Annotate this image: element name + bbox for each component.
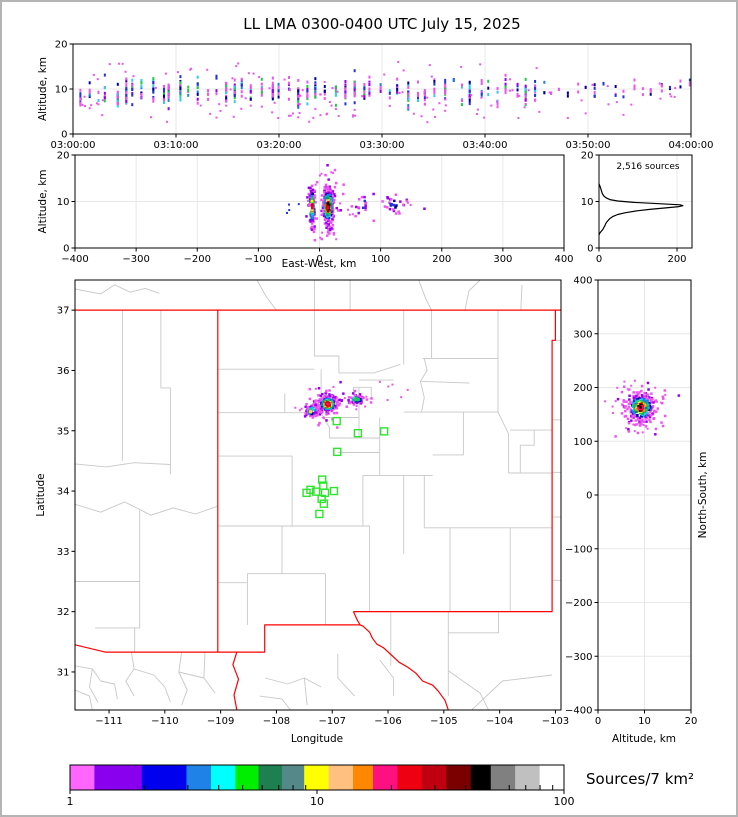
map-panel: −111 −110 −109 −108 −107 −106 −105 −104 −103 31 32… (57, 279, 569, 727)
svg-text:0: 0 (63, 244, 69, 255)
svg-text:300: 300 (493, 254, 512, 265)
svg-text:−200: −200 (184, 254, 211, 265)
lma-station-marker (302, 488, 311, 498)
svg-text:−109: −109 (207, 716, 234, 727)
svg-text:34: 34 (57, 487, 70, 498)
svg-text:0: 0 (316, 254, 322, 265)
svg-text:32: 32 (57, 607, 70, 618)
plot-panels: 03:00:00 03:10:00 03:20:00 03:30:00 03:40:00… (51, 40, 714, 809)
lma-station-marker (353, 428, 363, 438)
lma-station-marker (315, 509, 324, 519)
svg-text:1: 1 (67, 795, 74, 808)
svg-text:−100: −100 (245, 254, 272, 265)
svg-text:10: 10 (310, 795, 324, 808)
svg-text:400: 400 (554, 254, 573, 265)
time-height-panel: 03:00:00 03:10:00 03:20:00 03:30:00 03:40:00… (51, 40, 714, 152)
svg-text:0: 0 (586, 491, 592, 502)
figure-title: LL LMA 0300-0400 UTC July 15, 2025 (243, 15, 520, 33)
svg-text:03:20:00: 03:20:00 (257, 140, 302, 151)
svg-text:0: 0 (596, 254, 602, 265)
svg-text:−100: −100 (565, 544, 592, 555)
svg-text:35: 35 (57, 426, 70, 437)
ns-height-ylabel: North-South, km (697, 452, 709, 539)
svg-text:03:30:00: 03:30:00 (360, 140, 405, 151)
svg-text:0: 0 (595, 716, 601, 727)
svg-text:03:40:00: 03:40:00 (463, 140, 508, 151)
svg-text:100: 100 (371, 254, 390, 265)
svg-text:−200: −200 (565, 598, 592, 609)
svg-text:10: 10 (57, 197, 70, 208)
svg-text:−110: −110 (151, 716, 178, 727)
svg-text:−300: −300 (122, 254, 149, 265)
lma-station-marker (332, 416, 341, 426)
svg-text:20: 20 (581, 151, 594, 162)
svg-text:−105: −105 (430, 716, 457, 727)
svg-text:10: 10 (55, 85, 68, 96)
map-xlabel: Longitude (291, 733, 343, 745)
lma-station-marker (311, 487, 321, 496)
svg-text:03:00:00: 03:00:00 (51, 140, 96, 151)
svg-text:0: 0 (587, 244, 593, 255)
lma-station-marker (329, 486, 339, 496)
svg-text:100: 100 (573, 437, 592, 448)
svg-text:20: 20 (685, 716, 698, 727)
svg-text:200: 200 (432, 254, 451, 265)
svg-text:−106: −106 (374, 716, 401, 727)
svg-text:200: 200 (667, 254, 686, 265)
colorbar: 1 10 100 (67, 764, 575, 808)
svg-text:03:50:00: 03:50:00 (566, 140, 611, 151)
svg-text:400: 400 (573, 276, 592, 287)
svg-text:−108: −108 (263, 716, 290, 727)
lma-station-marker (379, 427, 389, 436)
svg-text:03:10:00: 03:10:00 (154, 140, 199, 151)
svg-text:20: 20 (57, 151, 70, 162)
svg-text:33: 33 (57, 547, 70, 558)
lma-station-marker (317, 475, 327, 484)
svg-text:−400: −400 (61, 254, 88, 265)
lma-station-marker (317, 494, 326, 504)
svg-text:10: 10 (638, 716, 651, 727)
svg-text:−111: −111 (95, 716, 122, 727)
svg-text:37: 37 (57, 306, 70, 317)
svg-text:−103: −103 (542, 716, 569, 727)
ns-height-xlabel: Altitude, km (612, 733, 676, 745)
altitude-histogram-panel: 0 200 0 10 20 (581, 151, 693, 265)
svg-text:31: 31 (57, 667, 70, 678)
svg-text:100: 100 (554, 795, 575, 808)
svg-text:−400: −400 (565, 706, 592, 717)
colorbar-label: Sources/7 km² (586, 770, 694, 788)
svg-text:−104: −104 (486, 716, 513, 727)
ew-height-ylabel: Altitude, km (37, 169, 49, 233)
lma-station-marker (333, 447, 342, 457)
svg-text:04:00:00: 04:00:00 (669, 140, 714, 151)
ew-height-panel: −400 −300 −200 −100 0 100 200 300 400 0 10 20 (57, 151, 574, 266)
ns-height-panel: 0 10 20 400 300 200 100 0 −100 −200 −300 −400 (565, 276, 697, 728)
svg-text:36: 36 (57, 366, 70, 377)
lma-station-marker (319, 499, 329, 508)
histogram-annotation: 2,516 sources (616, 162, 680, 172)
svg-text:−107: −107 (319, 716, 346, 727)
svg-text:10: 10 (581, 197, 594, 208)
svg-text:−300: −300 (565, 652, 592, 663)
time-height-ylabel: Altitude, km (37, 57, 49, 121)
ew-height-xlabel: East-West, km (282, 258, 357, 270)
svg-text:200: 200 (573, 383, 592, 394)
svg-text:20: 20 (55, 40, 68, 51)
svg-text:0: 0 (61, 130, 67, 141)
svg-text:300: 300 (573, 329, 592, 340)
map-ylabel: Latitude (35, 473, 47, 516)
